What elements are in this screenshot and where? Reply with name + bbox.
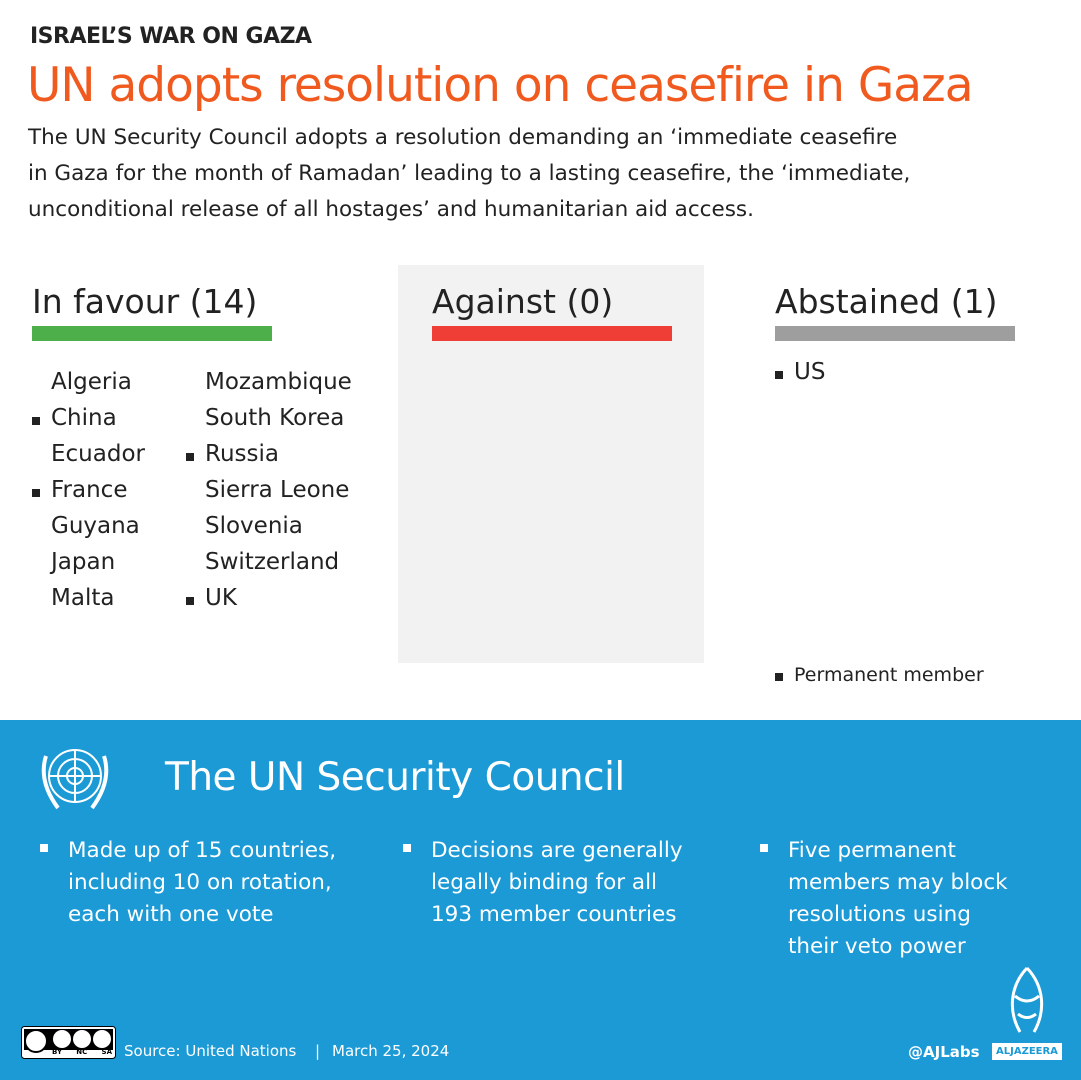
point-bullet [403, 844, 411, 852]
country: Switzerland [205, 549, 340, 575]
country: Guyana [51, 513, 140, 539]
cc-labels: BY NC SA [52, 1048, 112, 1056]
country: US [794, 359, 826, 385]
vote-heading: Abstained (1) [775, 282, 998, 321]
point-bullet [760, 844, 768, 852]
vote-heading: In favour (14) [32, 282, 258, 321]
permanent-marker [775, 371, 783, 379]
point-line: their veto power [788, 934, 966, 959]
country: France [51, 477, 128, 503]
subtitle-line: unconditional release of all hostages’ a… [28, 197, 754, 222]
country: Algeria [51, 369, 132, 395]
country: Ecuador [51, 441, 145, 467]
cc-label: SA [101, 1048, 112, 1056]
country: South Korea [205, 405, 345, 431]
point-line: members may block [788, 870, 1008, 895]
point-line: Made up of 15 countries, [68, 838, 337, 863]
vote-bar [432, 326, 672, 341]
point-line: legally binding for all [431, 870, 658, 895]
point-line: each with one vote [68, 902, 274, 927]
source: Source: United Nations [124, 1042, 297, 1060]
point-bullet [40, 844, 48, 852]
country: Japan [51, 549, 116, 575]
vote-heading: Against (0) [432, 282, 614, 321]
handle: @AJLabs [908, 1043, 980, 1061]
point-line: 193 member countries [431, 902, 677, 927]
cc-badge [21, 1026, 116, 1059]
logo: ALJAZEERA [992, 1043, 1062, 1060]
kicker: ISRAEL’S WAR ON GAZA [30, 24, 312, 49]
country: China [51, 405, 117, 431]
date: March 25, 2024 [332, 1042, 450, 1060]
vote-bar [32, 326, 272, 341]
permanent-marker [32, 417, 40, 425]
council-section [0, 720, 1081, 1080]
title: UN adopts resolution on ceasefire in Gaz… [27, 58, 974, 113]
point-line: Five permanent [788, 838, 956, 863]
country: UK [205, 585, 237, 611]
vote-bar [775, 326, 1015, 341]
country: Mozambique [205, 369, 352, 395]
subtitle-line: The UN Security Council adopts a resolut… [28, 125, 898, 150]
permanent-marker [186, 597, 194, 605]
point-line: Decisions are generally [431, 838, 683, 863]
point-line: including 10 on rotation, [68, 870, 332, 895]
point-line: resolutions using [788, 902, 971, 927]
cc-label: NC [76, 1048, 88, 1056]
legend: Permanent member [794, 664, 984, 686]
against-panel [398, 265, 704, 663]
country: Slovenia [205, 513, 303, 539]
country: Russia [205, 441, 279, 467]
subtitle-line: in Gaza for the month of Ramadan’ leadin… [28, 161, 911, 186]
council-title: The UN Security Council [165, 755, 625, 800]
aj-emblem [1010, 966, 1044, 1033]
permanent-marker [186, 453, 194, 461]
separator: | [315, 1042, 321, 1060]
country: Malta [51, 585, 115, 611]
cc-label: BY [52, 1048, 63, 1056]
permanent-marker [32, 489, 40, 497]
legend-marker [775, 673, 783, 681]
country: Sierra Leone [205, 477, 350, 503]
un-logo [41, 749, 109, 810]
